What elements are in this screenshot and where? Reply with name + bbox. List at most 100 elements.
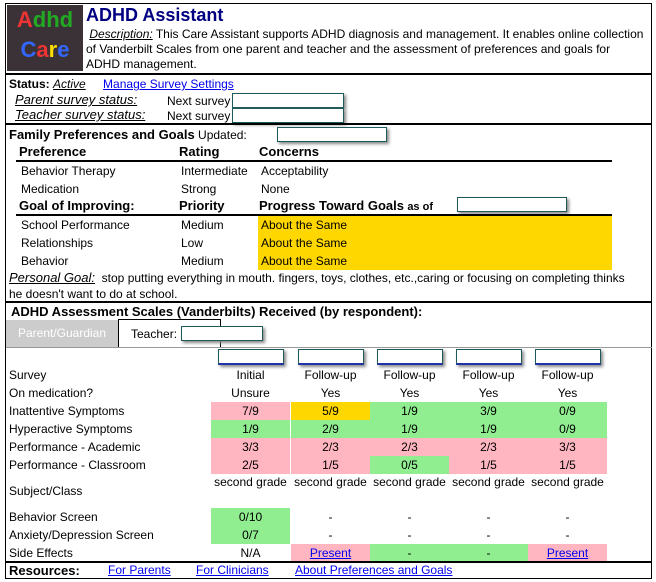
table-row: On medication? Unsure Yes Yes Yes Yes (6, 384, 646, 402)
for-parents-link[interactable]: For Parents (108, 563, 171, 577)
cell: 0/7 (211, 526, 290, 544)
side-effects-link[interactable]: Present (309, 546, 352, 560)
cell: 1/9 (370, 420, 449, 438)
survey-date-input[interactable] (218, 349, 284, 365)
goal-priority: Low (181, 236, 204, 250)
as-of-input[interactable] (457, 197, 567, 212)
row-label: On medication? (9, 386, 94, 400)
cell-value: Initial (236, 368, 265, 382)
cell-value: 1/5 (480, 458, 497, 472)
cell-value: 3/3 (559, 440, 576, 454)
table-row: Performance - Classroom 2/5 1/5 0/5 1/5 1/5 (6, 456, 646, 474)
cell-value: second grade (452, 475, 525, 489)
cell-value: - (565, 510, 570, 524)
family-preferences-section: Family Preferences and Goals Updated: Pr… (5, 123, 652, 301)
status-value: Active (53, 77, 86, 91)
cell-value: 0/9 (559, 422, 576, 436)
cell: - (291, 508, 370, 526)
cell-value: - (407, 510, 412, 524)
cell-value: 1/5 (322, 458, 339, 472)
cell: - (528, 508, 607, 526)
cell: Unsure (211, 384, 290, 402)
cell-value: 0/7 (242, 528, 259, 542)
teacher-tab-label: Teacher: (131, 327, 178, 341)
preference-name: Behavior Therapy (21, 164, 116, 178)
goal-priority: Medium (181, 218, 224, 232)
page-title: ADHD Assistant (86, 5, 224, 25)
cell: 0/5 (370, 456, 449, 474)
cell-value: Follow-up (541, 368, 594, 382)
row-label: Survey (9, 368, 47, 382)
cell: - (370, 508, 449, 526)
teacher-survey-status-label: Teacher survey status: (15, 107, 146, 122)
cell-value: 3/9 (480, 404, 497, 418)
goal-name: Behavior (21, 254, 69, 268)
personal-goal: Personal Goal: stop putting everything i… (9, 270, 629, 302)
resources-label: Resources: (9, 563, 80, 578)
cell-value: 2/3 (480, 440, 497, 454)
header: Adhd Care ADHD Assistant Description: Th… (5, 3, 652, 73)
cell-value: second grade (214, 475, 287, 489)
tab-parent-guardian[interactable]: Parent/Guardian (6, 320, 118, 347)
manage-survey-settings-link[interactable]: Manage Survey Settings (103, 77, 234, 91)
cell-value: Yes (399, 386, 420, 400)
cell-value: - (328, 510, 333, 524)
cell: 1/5 (449, 456, 528, 474)
updated-input[interactable] (277, 127, 387, 142)
cell-value: 1/9 (242, 422, 259, 436)
for-clinicians-link[interactable]: For Clinicians (196, 563, 269, 577)
cell: 1/5 (528, 456, 607, 474)
cell-value: 0/5 (401, 458, 418, 472)
row-label: Performance - Academic (9, 440, 141, 454)
cell: 0/10 (211, 508, 290, 526)
cell-value: 0/9 (559, 404, 576, 418)
parent-next-survey-label: Next survey (167, 94, 231, 108)
personal-goal-label: Personal Goal: (9, 270, 95, 285)
cell: 0/9 (528, 420, 607, 438)
row-label: Anxiety/Depression Screen (9, 528, 154, 542)
cell: - (370, 544, 449, 562)
cell: - (449, 544, 528, 562)
cell-value: Unsure (231, 386, 270, 400)
side-effects-link[interactable]: Present (546, 546, 589, 560)
preference-concern: Acceptability (261, 164, 329, 178)
survey-date-input[interactable] (298, 349, 364, 365)
cell: Yes (291, 384, 370, 402)
goal-name: School Performance (21, 218, 130, 232)
survey-date-input[interactable] (377, 349, 443, 365)
cell-value: second grade (373, 475, 446, 489)
cell-value: - (486, 528, 491, 542)
cell: 1/9 (370, 402, 449, 420)
teacher-next-survey-input[interactable] (232, 108, 344, 123)
family-title: Family Preferences and Goals (9, 127, 195, 142)
cell-value: - (486, 510, 491, 524)
row-label: Behavior Screen (9, 510, 98, 524)
cell-value: Yes (478, 386, 499, 400)
preference-concern: None (261, 182, 290, 196)
cell: 1/5 (291, 456, 370, 474)
description-label: Description: (89, 27, 153, 41)
cell-value: 1/9 (480, 422, 497, 436)
description: Description: This Care Assistant support… (86, 27, 646, 72)
as-of-label: as of (407, 201, 433, 213)
goal-name: Relationships (21, 236, 94, 250)
scales-title: ADHD Assessment Scales (Vanderbilts) Rec… (11, 304, 423, 319)
survey-date-input[interactable] (456, 349, 522, 365)
parent-next-survey-input[interactable] (232, 93, 344, 108)
row-label: Performance - Classroom (9, 458, 146, 472)
resources-section: Resources: For Parents For Clinicians Ab… (5, 561, 652, 579)
concerns-header: Concerns (259, 144, 319, 159)
row-label: Subject/Class (9, 484, 83, 498)
row-label: Inattentive Symptoms (9, 404, 125, 418)
cell-value: - (407, 546, 412, 560)
survey-date-input[interactable] (535, 349, 601, 365)
cell: 0/9 (528, 402, 607, 420)
cell: 2/3 (370, 438, 449, 456)
teacher-input[interactable] (181, 326, 263, 341)
divider (16, 160, 612, 162)
cell: N/A (211, 544, 290, 562)
cell-value: 2/3 (322, 440, 339, 454)
preference-rating: Intermediate (181, 164, 248, 178)
status-line: Status: Active Manage Survey Settings (9, 77, 234, 91)
about-preferences-goals-link[interactable]: About Preferences and Goals (295, 563, 453, 577)
